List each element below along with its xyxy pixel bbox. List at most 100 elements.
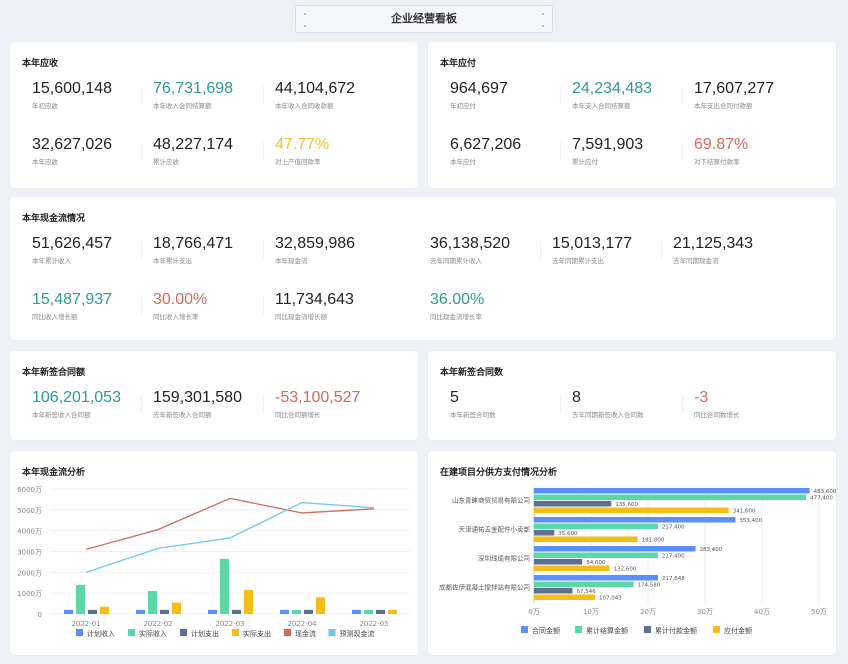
cashflow-analysis-card: 本年现金流分析 0 1000万 2000万 3000万 4000万 5000万 6000万 2… <box>10 451 418 655</box>
legend-label: 计划支出 <box>191 629 219 638</box>
new-contract-amount-card: 本年新签合同额 106,201,053 本年新签收入合同额 159,301,580 去… <box>10 351 418 440</box>
metric: 36,138,520 去年同期累计收入 <box>430 235 510 265</box>
chart-title: 本年现金流分析 <box>22 468 86 478</box>
metric-label: 本年支入合同结算额 <box>572 102 631 110</box>
metric: 24,234,483 本年支入合同结算额 <box>559 80 653 110</box>
data-label: 67,546 <box>577 589 597 595</box>
bar-实际收入 <box>292 609 301 614</box>
metric: 32,859,986 本年现金流 <box>262 235 356 265</box>
x-tick-label: 2022-05 <box>359 620 388 628</box>
legend-label: 实际支出 <box>243 629 271 638</box>
metric-value: -53,100,527 <box>275 389 361 406</box>
header-decoration <box>304 13 306 15</box>
cashflow-chart: 0 1000万 2000万 3000万 4000万 5000万 6000万 2022-01 20… <box>17 486 410 638</box>
bar-计划收入 <box>208 609 217 614</box>
card-title: 本年新签合同额 <box>22 368 86 378</box>
metric: 106,201,053 本年新签收入合同额 <box>32 389 121 419</box>
data-label: 107,043 <box>599 596 622 602</box>
metric-value: 47.77% <box>275 136 330 153</box>
metric: 48,227,174 累计应收 <box>140 136 234 166</box>
metric-value: 21,125,343 <box>673 235 754 252</box>
y-tick-label: 0 <box>38 611 42 619</box>
metric: 159,301,580 去年新签收入合同额 <box>141 389 242 419</box>
metric: 15,487,937 同比收入增长额 <box>32 291 112 321</box>
dashboard-header: 企业经营看板 <box>295 5 553 33</box>
metric-label: 本年新签合同数 <box>450 411 496 419</box>
data-label: 341,600 <box>733 509 756 515</box>
metric-label: 本年应付 <box>450 158 476 166</box>
metric-label: 年初应收 <box>32 102 58 110</box>
metric-value: 32,859,986 <box>275 235 356 252</box>
metric-value: 32,627,026 <box>32 136 113 153</box>
y-tick-label: 5000万 <box>17 507 42 515</box>
metric-value: 159,301,580 <box>153 389 242 406</box>
legend-swatch <box>284 629 291 636</box>
new-contract-count-card: 本年新签合同数 5 本年新签合同数 8 去年同期新签收入合同数 -3 同比合同数增长 <box>428 351 836 440</box>
data-label: 181,800 <box>642 538 665 544</box>
bar-计划收入 <box>352 609 361 614</box>
bar-合同金额 <box>534 517 736 523</box>
bar-累计付款金额 <box>534 588 573 594</box>
supplier-payment-card: 在建项目分供方支付情况分析 0万 10万 20万 30万 40万 50万 山东青睐商贸贸易有… <box>428 451 836 655</box>
x-tick-label: 20万 <box>640 608 656 616</box>
metric-label: 同比合同额增长 <box>275 411 321 419</box>
metric: 30.00% 同比收入增长率 <box>140 291 207 321</box>
x-tick-label: 50万 <box>811 608 827 616</box>
bar-累计结算金额 <box>534 552 658 558</box>
legend-label: 计划收入 <box>87 629 115 638</box>
cashflow-card: 本年现金流情况 51,626,457 本年累计收入 18,766,471 本年累计支出… <box>10 197 836 340</box>
y-tick-label: 1000万 <box>17 590 42 598</box>
bar-实际支出 <box>388 609 397 614</box>
metric: 32,627,026 本年应收 <box>32 136 112 166</box>
metric-value: 36.00% <box>430 291 485 308</box>
metric-value: 15,013,177 <box>552 235 633 252</box>
metric-label: 本年现金流 <box>275 257 308 265</box>
legend-label: 累计结算金额 <box>586 626 628 635</box>
metric-label: 去年同期累计收入 <box>430 257 482 265</box>
chart-title: 在建项目分供方支付情况分析 <box>440 468 558 478</box>
metric: 15,600,148 年初应收 <box>32 80 112 110</box>
legend-label: 累计付款金额 <box>655 626 697 635</box>
legend-label: 实际收入 <box>139 629 167 638</box>
legend-label: 预测现金流 <box>340 629 375 638</box>
metric-label: 同比收入增长额 <box>32 313 78 321</box>
metric-label: 本年应收 <box>32 158 58 166</box>
bar-应付金额 <box>534 536 638 542</box>
metric-value: 48,227,174 <box>153 136 234 153</box>
line-预测现金流 <box>85 501 375 573</box>
metric-value: 17,607,277 <box>694 80 775 97</box>
legend-swatch <box>713 626 720 633</box>
bar-计划支出 <box>160 609 169 614</box>
bar-实际收入 <box>148 591 157 614</box>
metric-value: 5 <box>450 389 459 406</box>
x-tick-label: 40万 <box>754 608 770 616</box>
legend-swatch <box>232 629 239 636</box>
metric-value: 36,138,520 <box>430 235 511 252</box>
bar-计划收入 <box>64 609 73 614</box>
y-tick-label: 4000万 <box>17 528 42 536</box>
bar-累计付款金额 <box>534 530 555 536</box>
metric-label: 本年累计收入 <box>32 257 71 265</box>
metric-value: 964,697 <box>450 80 508 97</box>
legend-label: 现金流 <box>295 629 316 638</box>
bar-累计结算金额 <box>534 523 658 529</box>
data-label: 283,400 <box>700 547 723 553</box>
legend-swatch <box>644 626 651 633</box>
bar-实际支出 <box>100 606 109 614</box>
line-现金流 <box>85 497 375 551</box>
y-tick-label: 山东青睐商贸贸易有限公司 <box>452 496 530 505</box>
metric: 47.77% 对上产值回款率 <box>262 136 330 166</box>
metric-label: 去年同期累计支出 <box>552 257 604 265</box>
metric-label: 同比收入增长率 <box>153 313 199 321</box>
metric-value: 24,234,483 <box>572 80 653 97</box>
bar-计划收入 <box>136 609 145 614</box>
metric-value: 11,734,643 <box>275 291 354 308</box>
metric-label: 去年新签收入合同额 <box>153 411 212 419</box>
y-tick-label: 天津通祐五金配件小卖部 <box>459 525 531 534</box>
receivable-card: 本年应收 15,600,148 年初应收 76,731,698 本年收入合同结算额 44… <box>10 42 418 188</box>
legend-swatch <box>328 629 336 636</box>
data-label: 132,600 <box>614 567 637 573</box>
metric-value: 6,627,206 <box>450 136 522 153</box>
metric-label: 去年同期新签收入合同数 <box>572 411 644 419</box>
data-label: 217,400 <box>662 525 685 531</box>
